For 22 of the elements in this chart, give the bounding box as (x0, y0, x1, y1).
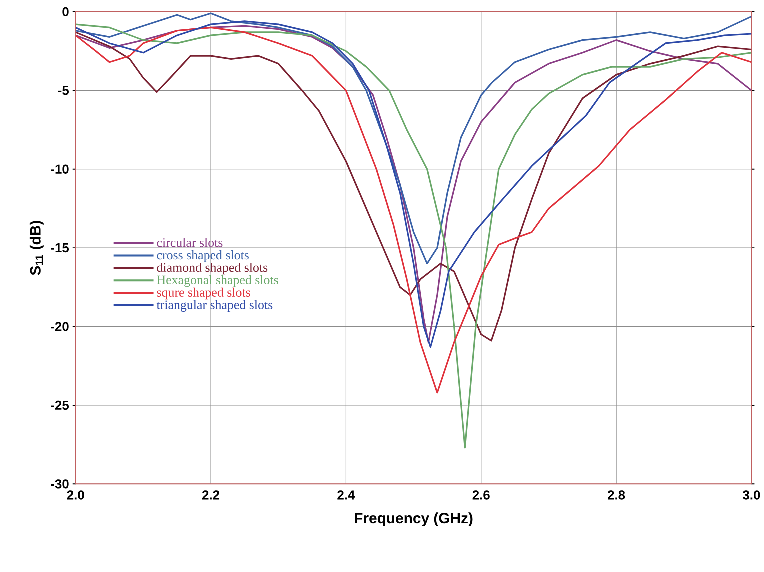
legend-label: diamond shaped slots (157, 262, 268, 275)
y-tick-label: -10 (51, 164, 69, 174)
x-tick-label: 3.0 (743, 490, 760, 500)
legend-label: Hexagonal shaped slots (157, 275, 278, 288)
x-tick-label: 2.4 (338, 490, 356, 500)
legend-label: cross shaped slots (157, 250, 249, 262)
y-tick-label: 0 (62, 7, 69, 17)
line-series (76, 12, 752, 265)
legend-label: circular slots (157, 238, 223, 248)
legend-label: triangular shaped slots (156, 300, 273, 312)
x-tick-label: 2.2 (202, 490, 220, 500)
x-tick-label: 2.8 (608, 490, 626, 500)
x-tick-label: 2.6 (472, 490, 490, 500)
y-axis-title: S$_{11}$ (dB) (30, 221, 44, 276)
y-tick-label: -5 (58, 86, 70, 96)
y-tick-label: -20 (51, 322, 69, 332)
y-tick-label: -15 (51, 244, 70, 253)
y-tick-label: -25 (51, 400, 70, 410)
x-axis-title: Frequency (GHz) (355, 512, 473, 527)
y-tick-label: -30 (51, 480, 69, 489)
legend-label: squre shaped slots (157, 288, 250, 300)
x-tick-label: 2.0 (67, 490, 84, 500)
